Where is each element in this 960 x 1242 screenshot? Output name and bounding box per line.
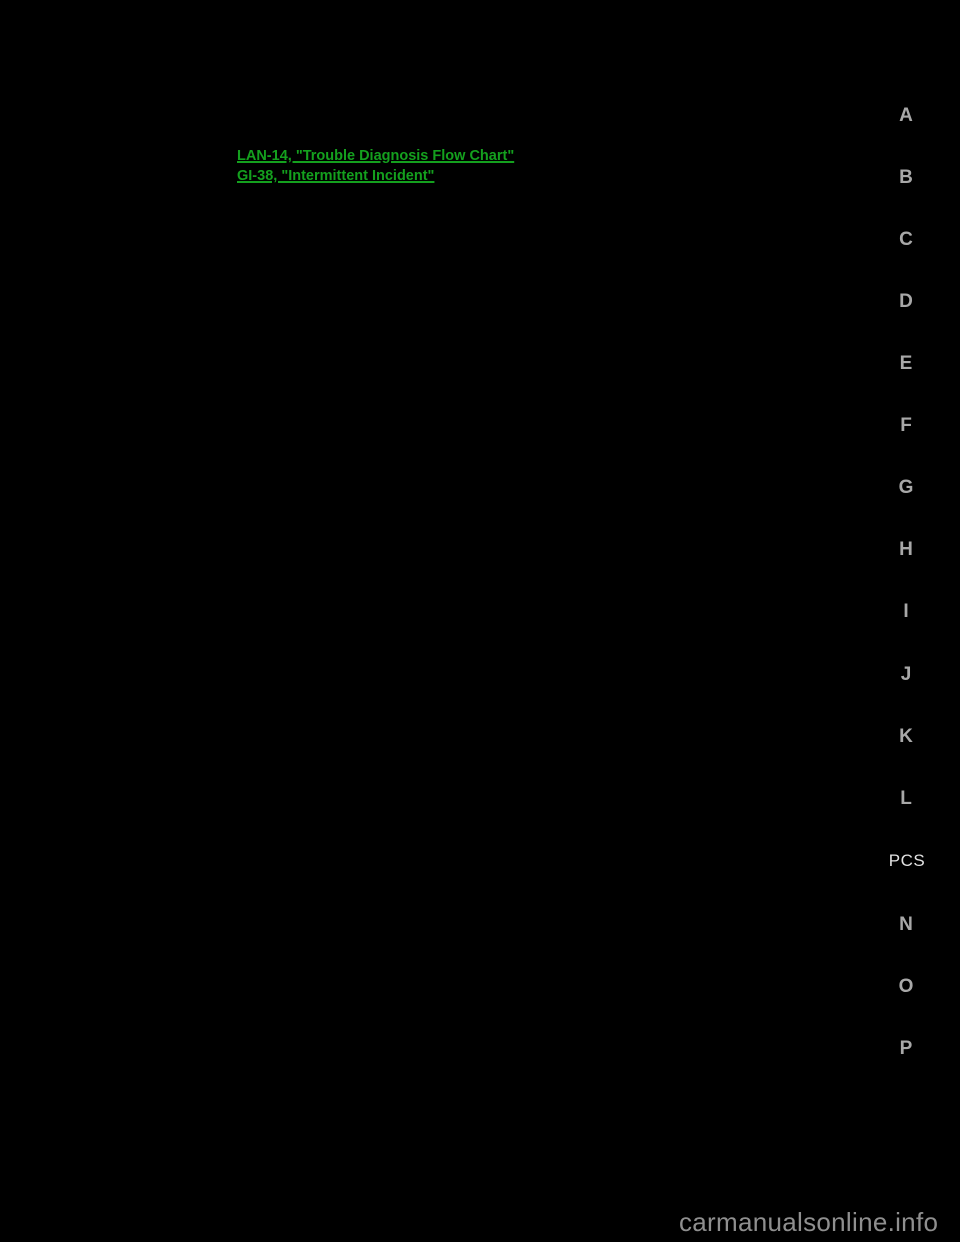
link-intermittent-incident[interactable]: GI-38, "Intermittent Incident" [237,168,435,184]
section-index-letter-i: I [903,601,909,622]
section-index-letter-p: P [899,1038,913,1059]
section-index-letter-l: L [900,788,912,809]
reference-links: LAN-14, "Trouble Diagnosis Flow Chart" G… [237,146,514,186]
section-index-letter-a: A [899,105,913,126]
section-index-letter-g: G [898,477,914,498]
current-section-label: PCS [888,851,926,870]
section-index-letter-j: J [900,664,912,685]
link-trouble-diagnosis-flow-chart[interactable]: LAN-14, "Trouble Diagnosis Flow Chart" [237,148,515,164]
section-index-letter-n: N [899,914,913,935]
watermark-text: carmanualsonline.info [679,1207,939,1237]
section-index-letter-o: O [898,976,914,997]
section-index-letter-e: E [899,353,913,374]
section-index-letter-b: B [899,167,913,188]
section-index-letter-f: F [900,415,912,436]
section-index-letter-c: C [899,229,913,250]
section-index-letter-k: K [899,726,913,747]
section-index-letter-d: D [899,291,913,312]
section-index-letter-h: H [899,539,913,560]
